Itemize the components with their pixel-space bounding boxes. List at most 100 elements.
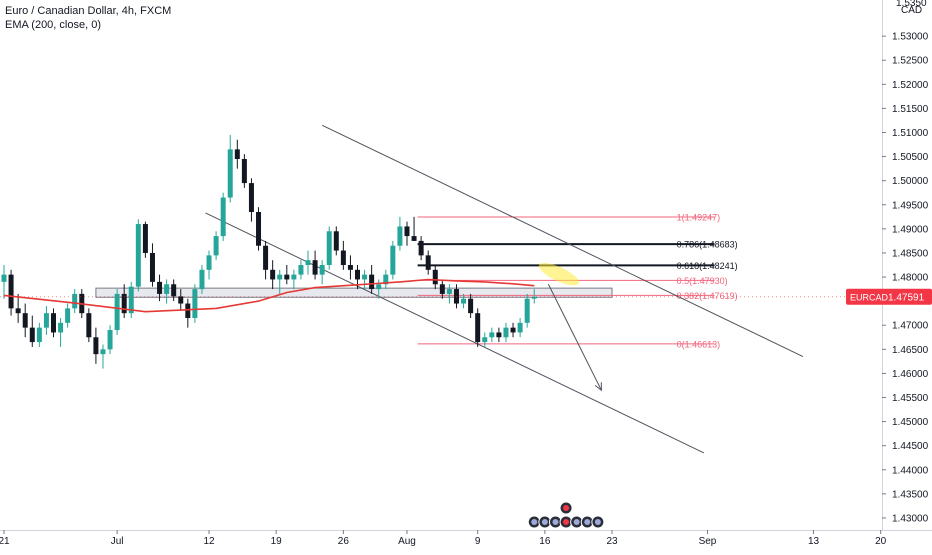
- candle-body[interactable]: [383, 274, 389, 285]
- candle-body[interactable]: [256, 212, 262, 246]
- candle-body[interactable]: [220, 197, 226, 237]
- candle-body[interactable]: [425, 255, 431, 270]
- candle-body[interactable]: [439, 284, 445, 294]
- fib-level-label: 0.382(1.47619): [677, 291, 738, 301]
- candle-body[interactable]: [149, 252, 155, 282]
- candle-body[interactable]: [234, 149, 240, 159]
- candle-body[interactable]: [213, 236, 219, 256]
- candle-body[interactable]: [270, 269, 276, 280]
- event-icon-dot: [541, 519, 548, 525]
- candle-body[interactable]: [277, 274, 283, 280]
- candle-body[interactable]: [496, 332, 502, 338]
- highlight-marker[interactable]: [536, 259, 582, 290]
- candle-body[interactable]: [376, 284, 382, 290]
- indicator-label[interactable]: EMA (200, close, 0): [5, 19, 101, 31]
- candle-body[interactable]: [411, 236, 417, 241]
- y-tick-label: 1.47000: [892, 321, 929, 332]
- candle-body[interactable]: [362, 274, 368, 280]
- candle-body[interactable]: [157, 281, 163, 294]
- candle-body[interactable]: [432, 269, 438, 285]
- y-tick-label: 1.52000: [892, 80, 929, 91]
- candle-body[interactable]: [1, 274, 7, 282]
- candle-body[interactable]: [461, 298, 467, 304]
- candle-body[interactable]: [185, 303, 191, 318]
- projection-arrow[interactable]: [547, 284, 602, 391]
- candle-body[interactable]: [524, 298, 530, 323]
- candle-body[interactable]: [390, 245, 396, 275]
- candle-body[interactable]: [397, 226, 403, 246]
- candle-body[interactable]: [475, 313, 481, 343]
- y-tick-label: 1.46000: [892, 369, 929, 380]
- candle-body[interactable]: [326, 231, 332, 265]
- y-tick-label: 1.50500: [892, 152, 929, 163]
- candle-body[interactable]: [340, 250, 346, 265]
- candle-body[interactable]: [29, 327, 35, 343]
- fib-level-label: 0.5(1.47930): [677, 276, 728, 286]
- event-icon-dot: [584, 519, 591, 525]
- candle-body[interactable]: [227, 149, 233, 198]
- candle-body[interactable]: [8, 274, 14, 309]
- candle-body[interactable]: [128, 286, 134, 314]
- channel-upper-line[interactable]: [321, 124, 804, 357]
- candle-body[interactable]: [114, 293, 120, 331]
- candle-body[interactable]: [121, 293, 127, 314]
- support-resistance-zone[interactable]: [95, 287, 613, 298]
- candle-body[interactable]: [355, 269, 360, 280]
- candle-body[interactable]: [333, 231, 339, 251]
- candle-body[interactable]: [319, 265, 325, 275]
- candle-body[interactable]: [192, 289, 198, 318]
- candle-body[interactable]: [241, 159, 247, 184]
- candle-body[interactable]: [404, 226, 410, 237]
- candle-body[interactable]: [312, 260, 318, 275]
- event-icon-dot: [563, 505, 570, 511]
- candle-body[interactable]: [291, 274, 297, 280]
- candle-body[interactable]: [206, 255, 212, 270]
- candle-body[interactable]: [50, 313, 56, 333]
- candle-body[interactable]: [36, 327, 42, 343]
- candle-body[interactable]: [135, 224, 141, 287]
- candle-body[interactable]: [468, 298, 474, 314]
- currency-label: CAD: [901, 5, 922, 16]
- candle-body[interactable]: [482, 337, 488, 343]
- candle-body[interactable]: [86, 313, 92, 338]
- candle-body[interactable]: [298, 265, 304, 275]
- candle-body[interactable]: [510, 327, 516, 333]
- chart-legend: Euro / Canadian Dollar, 4h, FXCM EMA (20…: [5, 4, 171, 32]
- candle-body[interactable]: [164, 284, 170, 294]
- y-tick-label: 1.53000: [892, 32, 929, 43]
- candle-body[interactable]: [284, 274, 290, 280]
- candle-body[interactable]: [248, 183, 254, 212]
- candle-body[interactable]: [107, 330, 113, 350]
- candle-body[interactable]: [489, 332, 495, 338]
- candle-body[interactable]: [15, 308, 21, 314]
- candle-body[interactable]: [58, 322, 64, 333]
- candle-body[interactable]: [100, 349, 106, 355]
- candle-body[interactable]: [142, 224, 148, 253]
- candle-body[interactable]: [531, 296, 537, 299]
- ema-200-line[interactable]: [3, 278, 535, 313]
- candle-body[interactable]: [199, 269, 205, 290]
- x-tick-label: 21: [0, 536, 10, 547]
- candle-body[interactable]: [22, 313, 28, 328]
- candle-body[interactable]: [43, 313, 49, 328]
- candle-body[interactable]: [503, 327, 509, 338]
- fib-level-label: 0.618(1.48241): [677, 261, 738, 271]
- candle-body[interactable]: [347, 265, 353, 270]
- chart-title[interactable]: Euro / Canadian Dollar, 4h, FXCM: [5, 5, 172, 17]
- candle-body[interactable]: [178, 296, 184, 304]
- candle-body[interactable]: [446, 289, 452, 294]
- candle-body[interactable]: [418, 240, 424, 256]
- candle-body[interactable]: [93, 337, 99, 355]
- candle-body[interactable]: [369, 274, 375, 290]
- current-price-tag[interactable]: [846, 288, 932, 305]
- candle-body[interactable]: [72, 293, 78, 309]
- channel-lower-line[interactable]: [205, 212, 705, 454]
- candle-body[interactable]: [263, 245, 269, 270]
- candle-body[interactable]: [305, 260, 311, 265]
- candle-body[interactable]: [517, 322, 523, 333]
- candle-body[interactable]: [171, 284, 177, 297]
- candle-body[interactable]: [65, 308, 71, 323]
- current-price-value: 1.47591: [888, 292, 925, 303]
